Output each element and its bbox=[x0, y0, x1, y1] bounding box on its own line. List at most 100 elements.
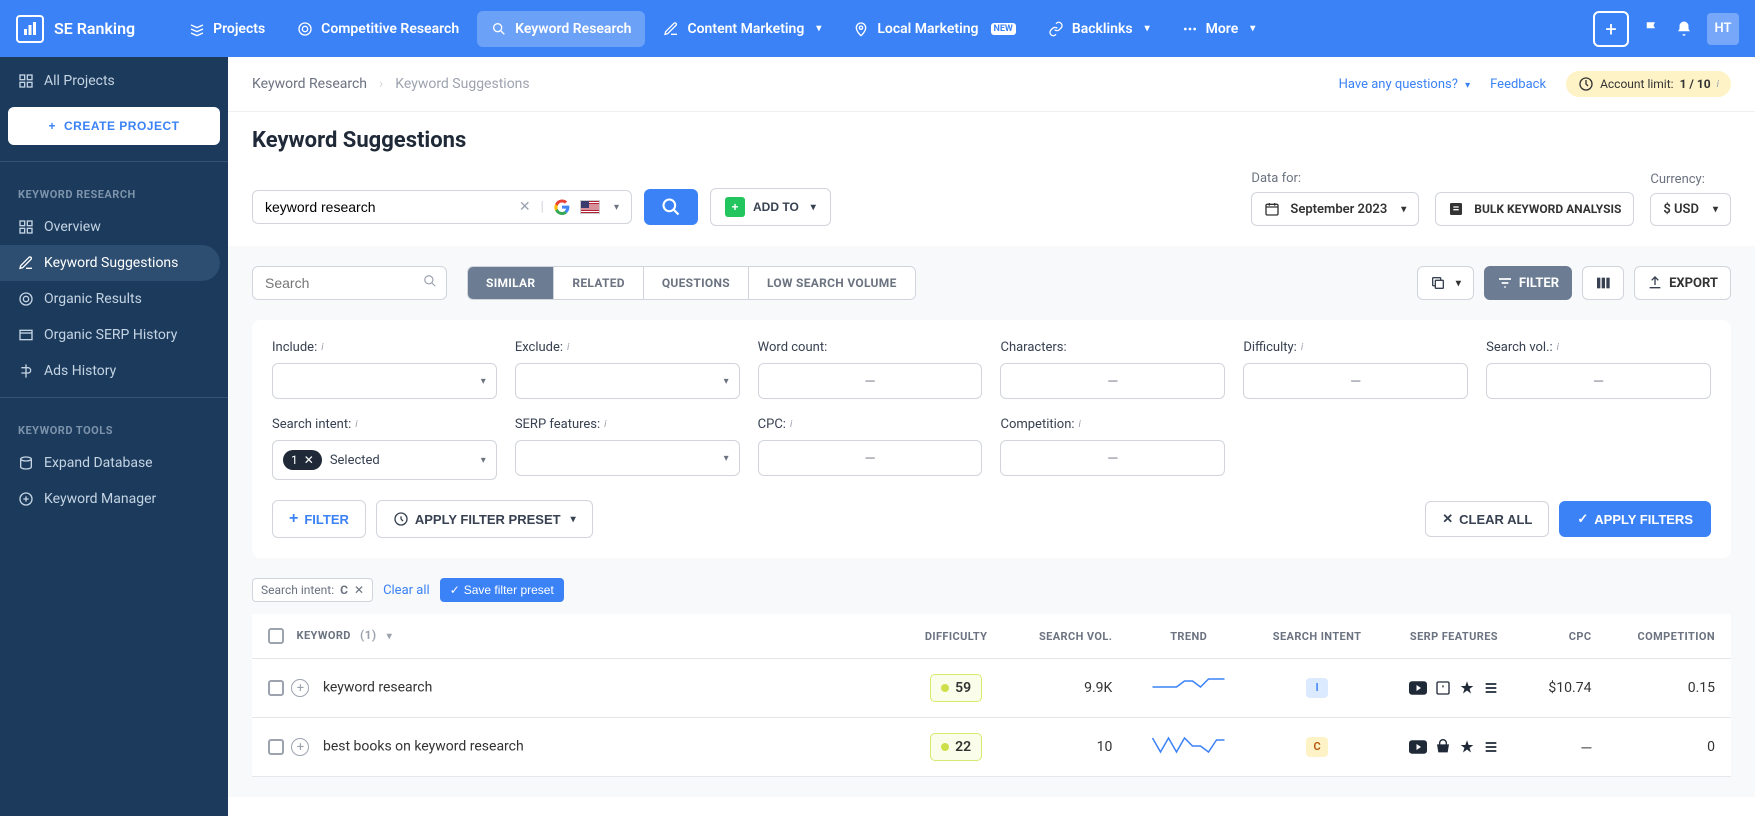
filter-intent-input[interactable]: 1✕ Selected ▾ bbox=[272, 440, 497, 480]
sidebar-keyword-manager[interactable]: Keyword Manager bbox=[0, 481, 228, 517]
filter-difficulty-input[interactable]: ─ bbox=[1243, 363, 1468, 399]
segment-tabs: SIMILAR RELATED QUESTIONS LOW SEARCH VOL… bbox=[467, 266, 916, 300]
list-icon bbox=[1483, 680, 1499, 696]
chevron-down-icon: ▾ bbox=[1250, 23, 1255, 34]
table-search[interactable] bbox=[252, 266, 447, 300]
clear-icon[interactable]: ✕ bbox=[519, 199, 531, 215]
sidebar-ads-history[interactable]: Ads History bbox=[0, 353, 228, 389]
sort-icon[interactable]: ▾ bbox=[387, 631, 392, 642]
keywords-table: KEYWORD (1) ▾ DIFFICULTY SEARCH VOL. TRE… bbox=[252, 614, 1731, 777]
nav-content-marketing[interactable]: Content Marketing ▾ bbox=[649, 11, 835, 47]
sidebar-overview[interactable]: Overview bbox=[0, 209, 228, 245]
nav-local-marketing[interactable]: Local Marketing NEW bbox=[839, 11, 1029, 47]
filters-panel: Include:i ▾ Exclude:i ▾ Word count: ─ Ch… bbox=[252, 320, 1731, 558]
applied-filter-chip[interactable]: Search intent: C ✕ bbox=[252, 578, 373, 602]
select-all-checkbox[interactable] bbox=[268, 628, 284, 644]
seg-low-volume[interactable]: LOW SEARCH VOLUME bbox=[749, 267, 915, 299]
filter-cpc-label: CPC:i bbox=[758, 417, 983, 432]
bell-icon[interactable] bbox=[1675, 20, 1693, 38]
keyword-input[interactable] bbox=[265, 199, 519, 215]
video-icon bbox=[1409, 740, 1427, 754]
sidebar-organic-results[interactable]: Organic Results bbox=[0, 281, 228, 317]
apply-preset-button[interactable]: APPLY FILTER PRESET ▾ bbox=[376, 500, 593, 538]
currency-label: Currency: bbox=[1650, 172, 1731, 187]
difficulty-badge: 59 bbox=[930, 674, 982, 702]
filter-searchvol-input[interactable]: ─ bbox=[1486, 363, 1711, 399]
add-filter-button[interactable]: + FILTER bbox=[272, 500, 366, 538]
filter-intent-label: Search intent:i bbox=[272, 417, 497, 432]
google-icon bbox=[554, 199, 570, 215]
clear-all-link[interactable]: Clear all bbox=[383, 583, 430, 598]
account-limit-badge[interactable]: Account limit: 1 / 10 i bbox=[1566, 71, 1731, 97]
filter-exclude-label: Exclude:i bbox=[515, 340, 740, 355]
brand-logo[interactable]: SE Ranking bbox=[16, 15, 135, 43]
nav-more[interactable]: More ▾ bbox=[1168, 11, 1270, 47]
filter-serp-input[interactable]: ▾ bbox=[515, 440, 740, 476]
logo-icon bbox=[16, 15, 44, 43]
breadcrumb-current: Keyword Suggestions bbox=[395, 76, 529, 92]
filter-wordcount-input[interactable]: ─ bbox=[758, 363, 983, 399]
create-project-button[interactable]: + CREATE PROJECT bbox=[8, 107, 220, 145]
filter-difficulty-label: Difficulty:i bbox=[1243, 340, 1468, 355]
plus-icon: + bbox=[49, 119, 57, 133]
apply-filters-button[interactable]: ✓ APPLY FILTERS bbox=[1559, 501, 1711, 537]
clear-all-button[interactable]: ✕ CLEAR ALL bbox=[1425, 501, 1549, 537]
seg-similar[interactable]: SIMILAR bbox=[468, 267, 554, 299]
avatar[interactable]: HT bbox=[1707, 13, 1739, 45]
date-dropdown[interactable]: September 2023 ▾ bbox=[1251, 192, 1419, 226]
serp-features-icons bbox=[1401, 680, 1507, 696]
main-content: Keyword Research › Keyword Suggestions H… bbox=[228, 57, 1755, 816]
star-icon bbox=[1459, 739, 1475, 755]
chevron-down-icon: ▾ bbox=[1145, 23, 1150, 34]
nav-keyword-research[interactable]: Keyword Research bbox=[477, 11, 645, 47]
competition-value: 0 bbox=[1607, 718, 1731, 777]
keyword-text[interactable]: keyword research bbox=[323, 680, 432, 696]
add-to-button[interactable]: + ADD TO ▾ bbox=[710, 188, 831, 226]
nav-backlinks[interactable]: Backlinks ▾ bbox=[1034, 11, 1164, 47]
featured-snippet-icon bbox=[1435, 680, 1451, 696]
keyword-input-wrap[interactable]: ✕ | ▾ bbox=[252, 190, 632, 224]
remove-chip-icon[interactable]: ✕ bbox=[354, 583, 364, 597]
questions-link[interactable]: Have any questions? ▾ bbox=[1339, 77, 1471, 92]
filter-characters-input[interactable]: ─ bbox=[1000, 363, 1225, 399]
expand-icon[interactable]: + bbox=[291, 738, 309, 756]
row-checkbox[interactable] bbox=[268, 739, 284, 755]
filter-include-input[interactable]: ▾ bbox=[272, 363, 497, 399]
nav-competitive[interactable]: Competitive Research bbox=[283, 11, 473, 47]
sidebar-keyword-suggestions[interactable]: Keyword Suggestions bbox=[0, 245, 220, 281]
chevron-down-icon[interactable]: ▾ bbox=[614, 202, 619, 213]
keyword-text[interactable]: best books on keyword research bbox=[323, 739, 524, 755]
sidebar-all-projects[interactable]: All Projects bbox=[0, 57, 228, 99]
search-vol-value: 10 bbox=[1009, 718, 1128, 777]
filter-exclude-input[interactable]: ▾ bbox=[515, 363, 740, 399]
competition-value: 0.15 bbox=[1607, 659, 1731, 718]
flag-icon[interactable] bbox=[1643, 20, 1661, 38]
nav-projects[interactable]: Projects bbox=[175, 11, 279, 47]
feedback-link[interactable]: Feedback bbox=[1490, 77, 1546, 92]
table-row: + best books on keyword research 22 10 C… bbox=[252, 718, 1731, 777]
copy-button[interactable]: ▾ bbox=[1417, 266, 1474, 300]
expand-icon[interactable]: + bbox=[291, 679, 309, 697]
bulk-analysis-button[interactable]: BULK KEYWORD ANALYSIS bbox=[1435, 192, 1634, 226]
save-preset-button[interactable]: ✓ Save filter preset bbox=[440, 578, 564, 602]
sidebar-expand-database[interactable]: Expand Database bbox=[0, 445, 228, 481]
columns-button[interactable] bbox=[1582, 266, 1624, 300]
intent-badge: I bbox=[1306, 678, 1328, 698]
export-button[interactable]: EXPORT bbox=[1634, 266, 1731, 300]
seg-related[interactable]: RELATED bbox=[554, 267, 643, 299]
filter-searchvol-label: Search vol.:i bbox=[1486, 340, 1711, 355]
filter-toggle-button[interactable]: FILTER bbox=[1484, 266, 1572, 300]
currency-dropdown[interactable]: $ USD ▾ bbox=[1650, 193, 1731, 226]
serp-features-icons bbox=[1401, 739, 1507, 755]
filter-competition-input[interactable]: ─ bbox=[1000, 440, 1225, 476]
cpc-value: $10.74 bbox=[1523, 659, 1608, 718]
row-checkbox[interactable] bbox=[268, 680, 284, 696]
sidebar-serp-history[interactable]: Organic SERP History bbox=[0, 317, 228, 353]
filter-cpc-input[interactable]: ─ bbox=[758, 440, 983, 476]
search-button[interactable] bbox=[644, 189, 698, 225]
seg-questions[interactable]: QUESTIONS bbox=[644, 267, 749, 299]
add-button[interactable]: + bbox=[1593, 11, 1629, 47]
page-title: Keyword Suggestions bbox=[252, 128, 1731, 153]
breadcrumb-parent[interactable]: Keyword Research bbox=[252, 76, 367, 92]
new-badge: NEW bbox=[991, 23, 1016, 35]
